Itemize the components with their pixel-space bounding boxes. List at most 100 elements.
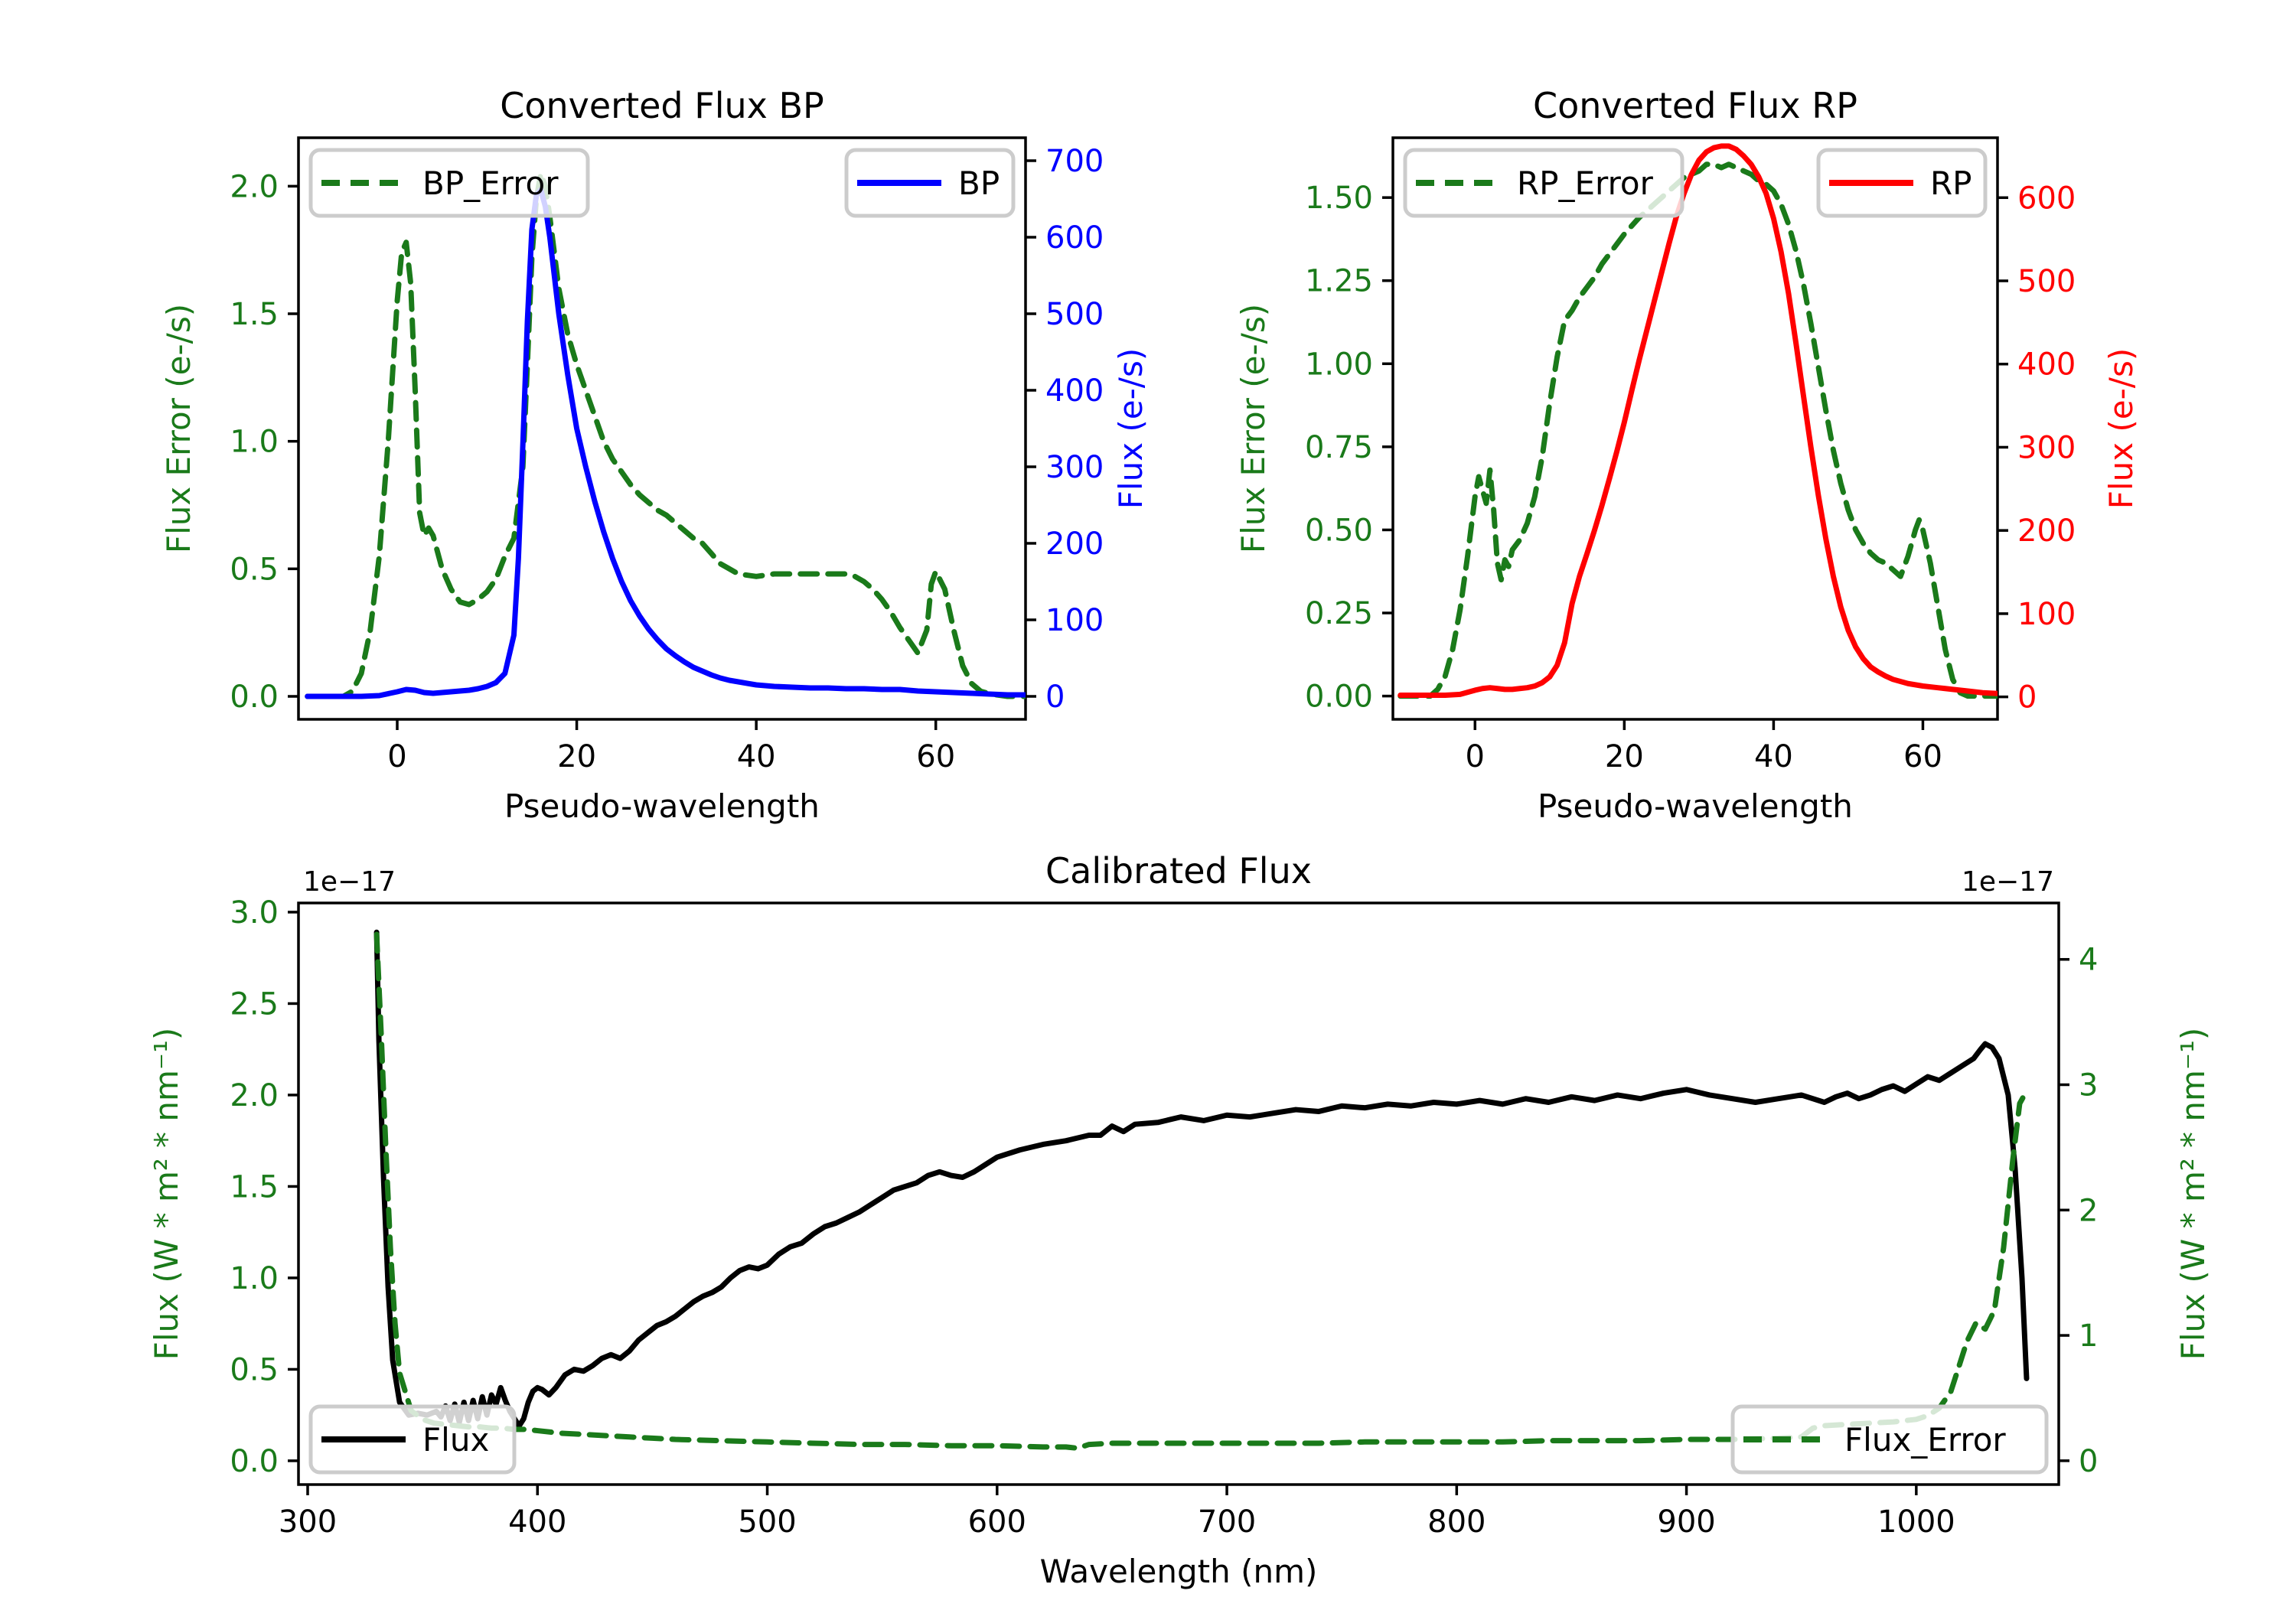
legend-flux: Flux xyxy=(308,1404,517,1475)
y-left-tick-label: 2.0 xyxy=(230,169,279,204)
y-right-tick-label: 600 xyxy=(1045,220,1104,256)
series-line-flux xyxy=(373,929,2030,1429)
x-axis-label: Pseudo-wavelength xyxy=(1538,787,1853,825)
x-tick-label: 800 xyxy=(1427,1504,1486,1540)
y-left-tick-label: 2.5 xyxy=(230,986,279,1022)
legend-label-rp: RP xyxy=(1930,165,1972,202)
axes-frame xyxy=(1391,136,1999,721)
legend-box xyxy=(1403,148,1684,218)
legend-label-bp_error: BP_Error xyxy=(422,165,559,202)
y-left-tick-label: 0.50 xyxy=(1305,513,1373,548)
y-right-tick-label: 1 xyxy=(2079,1319,2098,1354)
y-left-tick-label: 1.0 xyxy=(230,425,279,460)
series-line-flux_error xyxy=(373,931,2030,1451)
chart-title: Converted Flux BP xyxy=(500,85,824,126)
y-left-tick-label: 0.25 xyxy=(1305,596,1373,631)
y-right-tick-label: 4 xyxy=(2079,943,2098,978)
y-right-axis-label: Flux (e-/s) xyxy=(2102,348,2140,509)
y-left-tick-label: 1.00 xyxy=(1305,347,1373,382)
panel-calibrated-flux: Calibrated Flux 300 400 500 600 700 800 900 1000… xyxy=(0,826,2296,1607)
series-line-bp xyxy=(305,187,1026,699)
y-right-tick-label: 0 xyxy=(2017,680,2037,715)
y-right-tick-label: 400 xyxy=(2017,347,2076,383)
series-line-bp_error xyxy=(305,171,1026,699)
y-left-axis-label: Flux (W * m² * nm⁻¹) xyxy=(148,1028,185,1361)
y-left-axis-label: Flux Error (e-/s) xyxy=(1234,304,1272,553)
y-right-offset-text: 1e−17 xyxy=(1962,866,2054,898)
x-tick-label: 500 xyxy=(738,1504,796,1540)
y-right-axis-label: Flux (e-/s) xyxy=(1112,348,1148,509)
y-right-tick-label: 600 xyxy=(2017,181,2076,216)
chart-svg-bp: Converted Flux BP 0 20 40 60 Pseudo-wavelengt… xyxy=(160,85,1148,825)
y-right-tick-label: 500 xyxy=(2017,264,2076,299)
x-tick-label: 300 xyxy=(279,1504,337,1540)
y-left-tick-label: 0.00 xyxy=(1305,680,1373,715)
x-tick-label: 400 xyxy=(508,1504,566,1540)
x-tick-label: 1000 xyxy=(1877,1504,1955,1540)
chart-svg-rp: Converted Flux RP 0 20 40 60 Pseudo-wavelengt… xyxy=(1234,85,2140,825)
axes-frame xyxy=(297,901,2060,1486)
y-left-tick-label: 1.25 xyxy=(1305,264,1373,299)
x-axis-label: Pseudo-wavelength xyxy=(504,787,820,825)
x-tick-label: 40 xyxy=(737,739,776,774)
y-right-tick-label: 0 xyxy=(1045,680,1065,715)
x-tick-label: 20 xyxy=(557,739,596,774)
legend-rp_error: RP_Error xyxy=(1403,148,1684,218)
y-left-tick-label: 2.0 xyxy=(230,1078,279,1113)
x-tick-label: 60 xyxy=(1903,739,1942,774)
panel-converted-flux-rp: Converted Flux RP 0 20 40 60 Pseudo-wavelengt… xyxy=(1148,46,2296,857)
y-right-tick-label: 300 xyxy=(1045,450,1104,485)
chart-svg-calibrated: Calibrated Flux 300 400 500 600 700 800 900 1000… xyxy=(148,850,2212,1590)
y-left-tick-label: 1.5 xyxy=(230,297,279,332)
y-left-tick-label: 0.5 xyxy=(230,552,279,587)
x-tick-label: 700 xyxy=(1198,1504,1256,1540)
legend-box xyxy=(308,148,590,218)
y-right-tick-label: 400 xyxy=(1045,373,1104,409)
legend-label-bp: BP xyxy=(958,165,1000,202)
y-left-axis-label: Flux Error (e-/s) xyxy=(160,304,197,553)
y-right-tick-label: 100 xyxy=(2017,597,2076,632)
x-tick-label: 20 xyxy=(1605,739,1644,774)
y-right-tick-label: 700 xyxy=(1045,144,1104,179)
y-right-tick-label: 300 xyxy=(2017,430,2076,465)
series-line-rp xyxy=(1397,143,1998,698)
legend-label-rp_error: RP_Error xyxy=(1517,165,1654,202)
y-left-offset-text: 1e−17 xyxy=(303,866,396,898)
legend-rp: RP xyxy=(1816,148,1988,218)
legend-bp_error: BP_Error xyxy=(308,148,590,218)
y-right-tick-label: 3 xyxy=(2079,1068,2098,1103)
chart-title: Converted Flux RP xyxy=(1533,85,1857,126)
y-right-tick-label: 200 xyxy=(1045,526,1104,562)
x-tick-label: 60 xyxy=(916,739,955,774)
x-tick-label: 900 xyxy=(1657,1504,1715,1540)
x-axis-label: Wavelength (nm) xyxy=(1040,1553,1318,1590)
legend-label-flux: Flux xyxy=(422,1421,489,1459)
y-right-tick-label: 2 xyxy=(2079,1193,2098,1228)
chart-title: Calibrated Flux xyxy=(1045,850,1312,892)
y-right-tick-label: 0 xyxy=(2079,1444,2098,1479)
y-right-axis-label: Flux (W * m² * nm⁻¹) xyxy=(2174,1028,2212,1361)
y-right-tick-label: 500 xyxy=(1045,297,1104,332)
y-right-tick-label: 100 xyxy=(1045,603,1104,638)
y-left-tick-label: 1.0 xyxy=(230,1261,279,1296)
y-left-tick-label: 0.0 xyxy=(230,1444,279,1479)
legend-box xyxy=(308,1404,517,1475)
axes-frame xyxy=(297,136,1027,721)
y-left-tick-label: 1.5 xyxy=(230,1169,279,1204)
legend-box xyxy=(1730,1404,2049,1475)
y-left-tick-label: 1.50 xyxy=(1305,181,1373,216)
x-tick-label: 40 xyxy=(1754,739,1793,774)
y-left-tick-label: 0.5 xyxy=(230,1352,279,1387)
legend-flux_error: Flux_Error xyxy=(1730,1404,2049,1475)
series-line-rp_error xyxy=(1397,161,1998,699)
legend-bp: BP xyxy=(844,148,1016,218)
y-left-tick-label: 0.0 xyxy=(230,680,279,715)
x-tick-label: 600 xyxy=(968,1504,1026,1540)
y-left-tick-label: 0.75 xyxy=(1305,430,1373,465)
x-tick-label: 0 xyxy=(387,739,406,774)
y-left-tick-label: 3.0 xyxy=(230,895,279,931)
x-tick-label: 0 xyxy=(1466,739,1485,774)
legend-label-flux_error: Flux_Error xyxy=(1844,1421,2006,1459)
y-right-tick-label: 200 xyxy=(2017,513,2076,549)
